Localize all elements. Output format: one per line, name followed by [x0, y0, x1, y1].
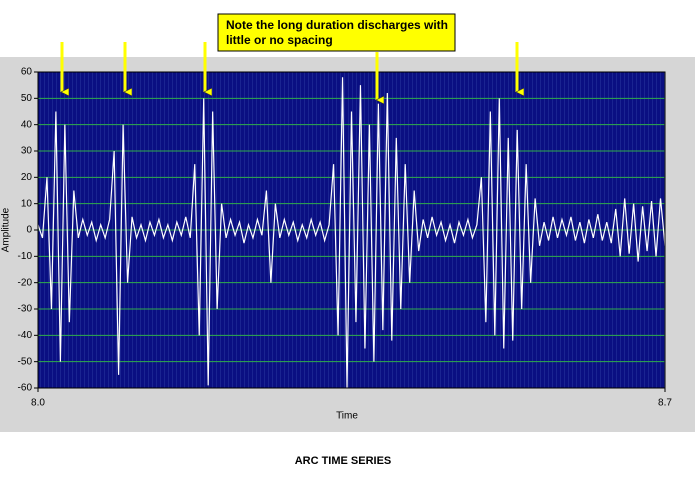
y-axis-label: Amplitude	[1, 207, 12, 252]
annotation-line: Note the long duration discharges with	[226, 18, 448, 32]
x-tick-label: 8.0	[31, 398, 45, 409]
waveform	[37, 77, 666, 389]
y-tick-label: -20	[18, 277, 33, 288]
arrows	[60, 42, 517, 100]
x-axis-label: Time	[336, 411, 358, 422]
y-tick-label: 60	[21, 67, 33, 78]
y-tick-label: -50	[18, 356, 33, 367]
y-tick-label: 10	[21, 198, 33, 209]
x-tick-label: 8.7	[658, 398, 672, 409]
y-tick-label: -30	[18, 304, 33, 315]
y-tick-label: 40	[21, 119, 33, 130]
y-tick-label: 0	[26, 225, 32, 236]
y-tick-label: -40	[18, 330, 33, 341]
y-tick-label: -10	[18, 251, 33, 262]
y-tick-label: 20	[21, 172, 33, 183]
plot-border	[37, 71, 666, 389]
y-tick-label: -60	[18, 383, 33, 394]
y-tick-label: 30	[21, 146, 33, 157]
annotation-box	[217, 13, 456, 52]
caption: ARC TIME SERIES	[295, 455, 392, 467]
annotation-line: little or no spacing	[226, 33, 333, 47]
y-tick-label: 50	[21, 93, 33, 104]
